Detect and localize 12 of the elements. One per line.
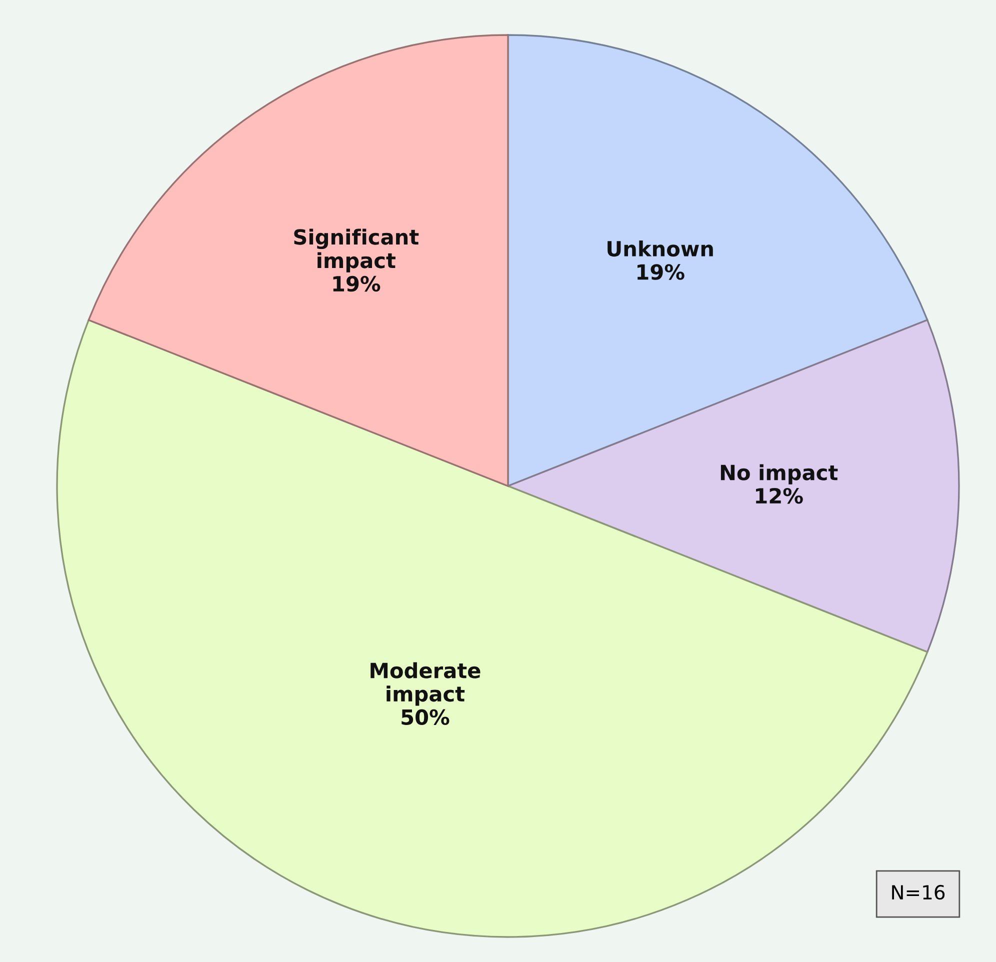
pie-slice	[88, 34, 509, 487]
data-label: 19%	[638, 264, 684, 280]
pie-slice	[507, 319, 960, 653]
slice-label: Significant impact	[294, 228, 419, 272]
text: N=16	[892, 884, 945, 900]
data-label: 19%	[333, 276, 380, 292]
slice-label: Moderate impact	[370, 662, 480, 706]
data-label: 12%	[756, 488, 803, 504]
data-label: 50%	[402, 709, 450, 726]
slice-label: No impact	[720, 464, 838, 484]
slice-label: Unknown	[608, 240, 713, 257]
pie-slice	[507, 34, 928, 487]
